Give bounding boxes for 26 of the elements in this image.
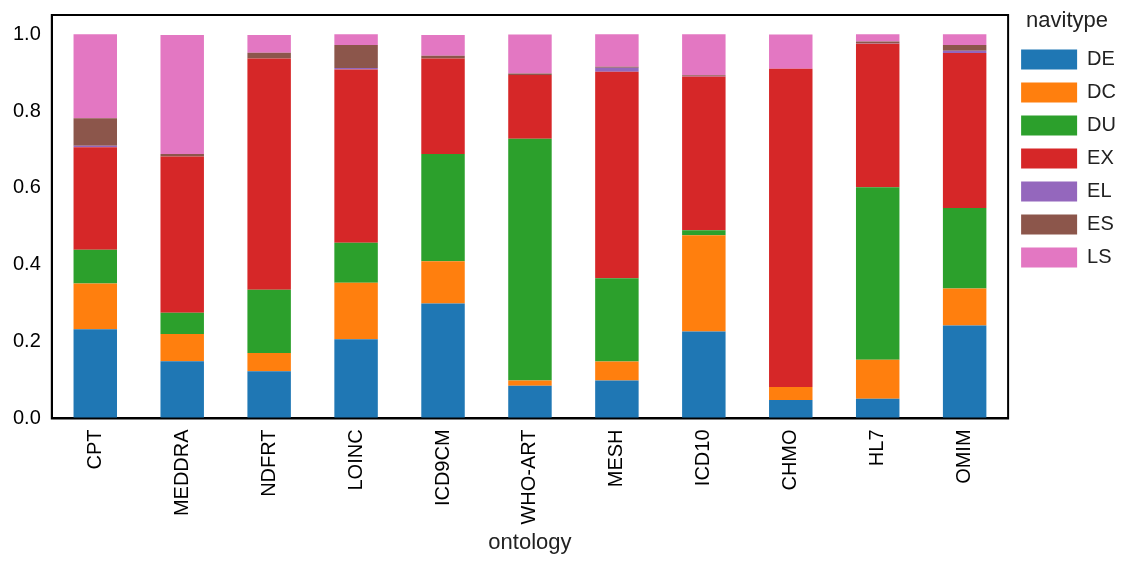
y-tick-label: 1.0 xyxy=(12,21,41,44)
x-tick-label: WHO-ART xyxy=(517,429,540,525)
x-tick-label: HL7 xyxy=(865,429,888,467)
y-tick-label: 0.0 xyxy=(12,405,41,428)
y-tick-label: 0.6 xyxy=(12,175,41,198)
x-tick-label: CHMO xyxy=(778,429,801,491)
x-tick-label: ICD9CM xyxy=(430,429,453,507)
legend-label: EL xyxy=(1087,178,1112,201)
y-tick-label: 0.8 xyxy=(12,98,41,121)
x-tick-label: MEDDRA xyxy=(169,428,192,517)
legend-label: EX xyxy=(1087,145,1114,168)
x-axis-title: ontology xyxy=(488,528,572,554)
legend-label: DU xyxy=(1087,112,1116,135)
legend-label: LS xyxy=(1087,244,1112,267)
x-tick-label: ICD10 xyxy=(691,429,714,487)
x-tick-label: NDFRT xyxy=(256,429,279,497)
y-tick-label: 0.4 xyxy=(12,252,41,275)
legend-label: DC xyxy=(1087,79,1116,102)
x-tick-label: CPT xyxy=(82,429,105,470)
legend-title: navitype xyxy=(1026,7,1109,33)
x-tick-label: OMIM xyxy=(952,429,975,484)
x-tick-label: LOINC xyxy=(343,429,366,491)
legend-label: ES xyxy=(1087,211,1114,234)
legend-label: DE xyxy=(1087,46,1115,69)
y-tick-label: 0.2 xyxy=(12,329,41,352)
x-tick-label: MESH xyxy=(604,429,627,488)
